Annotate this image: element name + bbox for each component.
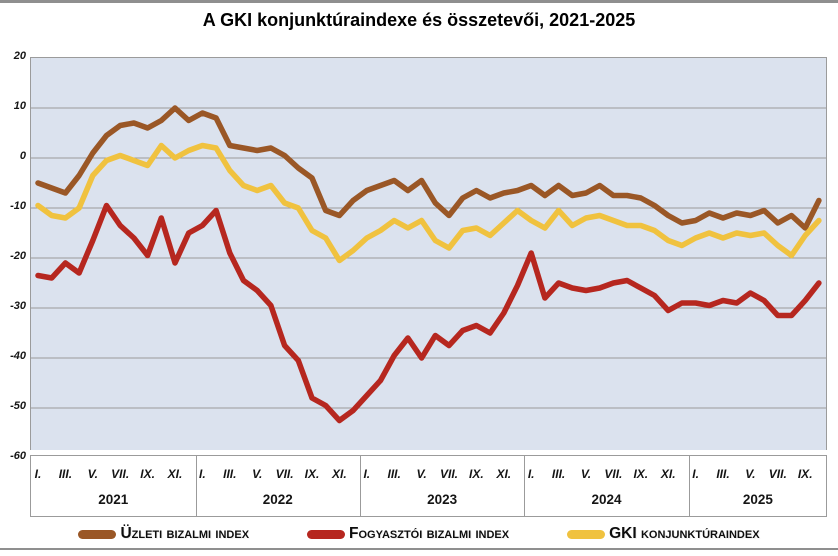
month-tick-label: IX.: [140, 467, 155, 481]
month-tick-label: III.: [223, 467, 237, 481]
legend-label: Üzleti bizalmi index: [120, 525, 250, 542]
year-label: 2023: [427, 492, 458, 507]
legend-swatch-icon: [307, 529, 346, 539]
series-line-consumer: [35, 202, 822, 424]
month-tick-label: IX.: [797, 467, 813, 481]
month-tick-label: VII.: [768, 467, 787, 481]
year-separator: [359, 456, 361, 516]
chart-canvas: [31, 105, 826, 424]
month-tick-label: V.: [416, 467, 427, 481]
y-tick-label: -30: [10, 300, 26, 312]
month-tick-label: VII.: [275, 467, 294, 481]
month-tick-label: I.: [527, 467, 535, 481]
year-label: 2025: [742, 492, 773, 507]
top-border-rule: [0, 0, 838, 3]
legend-item: Üzleti bizalmi index: [78, 525, 249, 543]
month-tick-label: I.: [34, 467, 42, 481]
month-tick-label: V.: [580, 467, 592, 481]
year-separator: [688, 456, 690, 516]
legend-swatch-icon: [78, 529, 117, 539]
month-tick-label: XI.: [496, 467, 512, 481]
y-tick-label: -40: [10, 350, 26, 362]
month-tick-label: III.: [387, 467, 401, 481]
series-line-business: [35, 105, 822, 231]
legend-item: Fogyasztói bizalmi index: [307, 525, 509, 543]
year-separator: [195, 456, 197, 516]
y-tick-label: 10: [13, 100, 26, 112]
y-tick-label: -60: [10, 450, 26, 462]
y-tick-label: -10: [10, 200, 26, 212]
legend-swatch-icon: [567, 529, 606, 539]
y-tick-label: -20: [10, 250, 26, 262]
month-tick-label: I.: [363, 467, 371, 481]
month-tick-label: I.: [692, 467, 699, 481]
month-tick-label: V.: [87, 467, 98, 481]
month-tick-label: XI.: [660, 467, 676, 481]
month-tick-label: V.: [745, 467, 756, 481]
y-tick-label: -50: [10, 400, 26, 412]
month-tick-label: VII.: [439, 467, 459, 481]
legend-label: Fogyasztói bizalmi index: [349, 525, 510, 542]
legend-label: GKI konjunktúraindex: [609, 525, 760, 542]
month-tick-label: IX.: [304, 467, 320, 481]
month-tick-label: III.: [716, 467, 730, 481]
month-tick-label: IX.: [469, 467, 484, 481]
month-tick-label: XI.: [167, 467, 183, 481]
month-tick-label: VII.: [604, 467, 623, 481]
year-separator: [524, 456, 526, 516]
plot-area: [30, 57, 827, 450]
legend-item: GKI konjunktúraindex: [567, 525, 760, 543]
month-tick-label: III.: [551, 467, 566, 481]
x-axis-strip: I. III. V. VII. IX. XI. 2021 I. III. V. VII. IX. XI.…: [30, 455, 827, 517]
bottom-border-rule: [0, 548, 838, 550]
y-tick-label: 0: [19, 150, 26, 162]
chart-legend: Üzleti bizalmi index Fogyasztói bizalmi i…: [0, 525, 838, 543]
series-line-gki: [35, 142, 822, 264]
month-tick-label: IX.: [633, 467, 649, 481]
year-label: 2024: [591, 492, 622, 507]
year-label: 2021: [98, 492, 129, 507]
month-tick-label: III.: [58, 467, 73, 481]
y-tick-label: 20: [13, 50, 26, 62]
chart-title: A GKI konjunktúraindexe és összetevői, 2…: [202, 10, 636, 30]
year-label: 2022: [262, 492, 293, 507]
month-tick-label: VII.: [111, 467, 130, 481]
month-tick-label: V.: [252, 467, 263, 481]
month-tick-label: XI.: [332, 467, 347, 481]
month-tick-label: I.: [199, 467, 206, 481]
